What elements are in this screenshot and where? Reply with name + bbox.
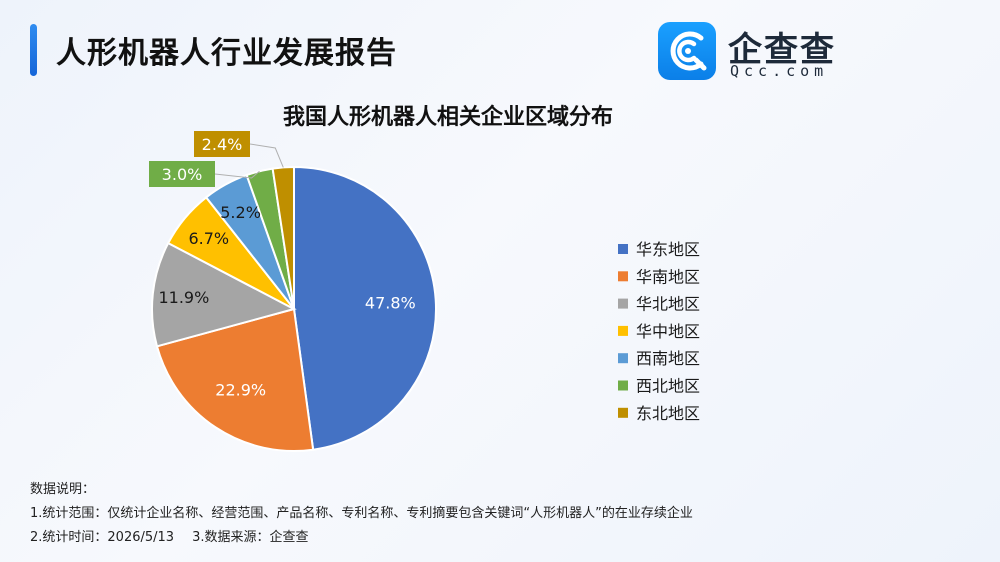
callout-leader-line — [214, 170, 260, 179]
pie-slice — [293, 165, 437, 451]
slice-data-label: 22.9% — [215, 381, 266, 400]
legend-label: 东北地区 — [636, 404, 700, 423]
legend-label: 华东地区 — [636, 240, 700, 259]
title-accent-bar — [30, 24, 37, 76]
notes-heading: 数据说明： — [30, 482, 96, 497]
legend-swatch — [618, 271, 628, 282]
notes-time: 2.统计时间：2026/5/13 — [30, 530, 175, 545]
data-notes: 数据说明： 1.统计范围：仅统计企业名称、经营范围、产品名称、专利名称、专利摘要… — [30, 478, 693, 550]
legend-swatch — [618, 298, 628, 309]
legend-label: 西南地区 — [636, 349, 700, 368]
slice-data-label: 5.2% — [220, 203, 261, 222]
page-title: 人形机器人行业发展报告 — [56, 36, 397, 71]
notes-scope: 1.统计范围：仅统计企业名称、经营范围、产品名称、专利名称、专利摘要包含关键词“… — [30, 506, 693, 521]
legend-swatch — [618, 380, 628, 391]
callout-box — [194, 131, 250, 157]
slice-data-label: 3.0% — [162, 165, 203, 184]
legend-swatch — [618, 407, 628, 418]
slice-data-label: 11.9% — [158, 288, 209, 307]
callout-box — [149, 161, 215, 187]
legend-label: 西北地区 — [636, 377, 700, 396]
legend-swatch — [618, 244, 628, 254]
qcc-logo-icon — [658, 22, 716, 80]
logo-brand-name: 企查查 — [728, 30, 836, 70]
qcc-logo: 企查查 Qcc.com — [658, 22, 848, 80]
slice-data-label: 47.8% — [365, 293, 416, 312]
notes-source: 3.数据来源：企查查 — [192, 530, 309, 545]
chart-title: 我国人形机器人相关企业区域分布 — [283, 104, 613, 130]
pie-slice — [155, 307, 315, 452]
logo-domain: Qcc.com — [730, 62, 829, 80]
legend-swatch — [618, 353, 628, 364]
legend-swatch — [618, 325, 628, 336]
pie-slice — [151, 241, 297, 348]
legend-label: 华南地区 — [636, 267, 700, 286]
pie-chart: 我国人形机器人相关企业区域分布 47.8% 22.9% 11.9% 6.7% 5.2% 3… — [149, 104, 700, 452]
notes-meta-row: 2.统计时间：2026/5/13 3.数据来源：企查查 — [30, 526, 693, 550]
legend-label: 华中地区 — [636, 322, 700, 341]
slice-data-label: 6.7% — [188, 229, 229, 248]
pie-slice — [271, 165, 295, 310]
slice-data-label: 2.4% — [202, 135, 243, 154]
legend-label: 华北地区 — [636, 295, 700, 314]
callout-leader-line — [249, 143, 284, 168]
